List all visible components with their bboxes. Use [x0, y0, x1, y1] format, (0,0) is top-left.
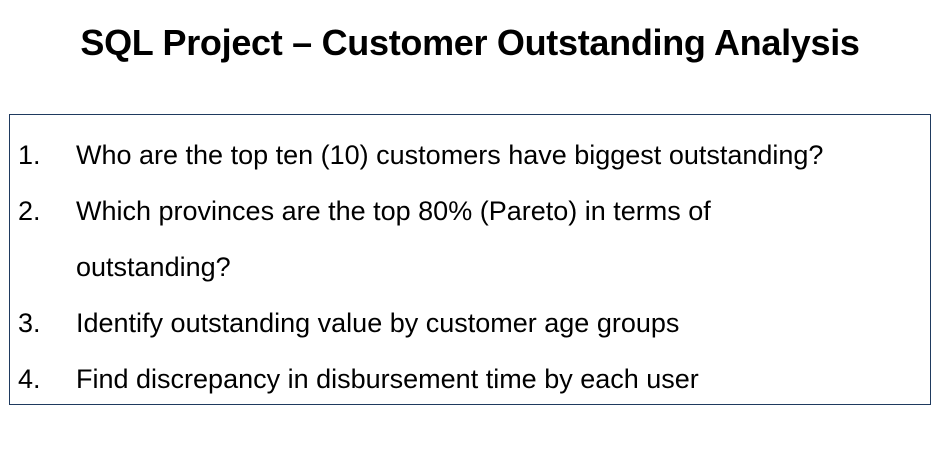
question-text: Which provinces are the top 80% (Pareto)…: [76, 196, 711, 226]
questions-box: 1. Who are the top ten (10) customers ha…: [9, 114, 931, 405]
question-number: 3.: [18, 308, 41, 338]
question-text: Who are the top ten (10) customers have …: [76, 140, 824, 170]
question-number: 4.: [18, 364, 41, 394]
question-text: Find discrepancy in disbursement time by…: [76, 364, 699, 394]
question-text-continued: outstanding?: [76, 252, 231, 282]
question-number: 1.: [18, 140, 41, 170]
page-title: SQL Project – Customer Outstanding Analy…: [80, 22, 860, 63]
question-text: Identify outstanding value by customer a…: [76, 308, 680, 338]
question-number: 2.: [18, 196, 41, 226]
